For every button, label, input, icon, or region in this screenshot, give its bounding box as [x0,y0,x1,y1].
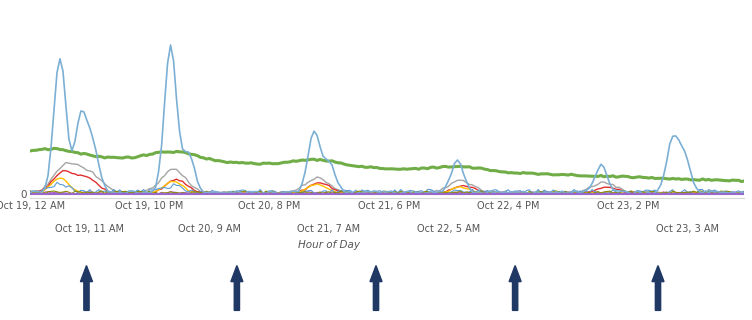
Text: Oct 23, 3 AM: Oct 23, 3 AM [656,224,719,235]
Text: Oct 22, 5 AM: Oct 22, 5 AM [417,224,481,235]
Text: Hour of Day: Hour of Day [298,240,360,250]
Text: Oct 20, 9 AM: Oct 20, 9 AM [178,224,241,235]
Text: Oct 21, 7 AM: Oct 21, 7 AM [298,224,360,235]
Text: Oct 19, 11 AM: Oct 19, 11 AM [56,224,124,235]
